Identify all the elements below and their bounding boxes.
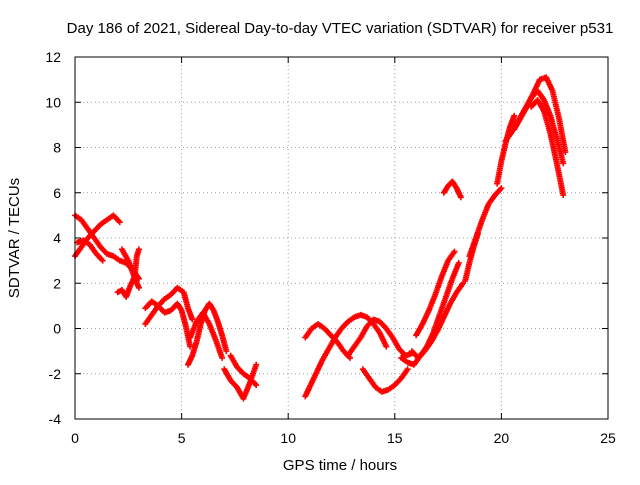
x-tick-label: 25	[600, 430, 616, 446]
series-sat-track-24	[511, 74, 569, 156]
data-point	[562, 149, 569, 156]
y-tick-label: 10	[45, 94, 61, 110]
series-sat-track-5	[114, 246, 142, 300]
series-sat-track-9	[187, 309, 226, 361]
y-tick-label: 6	[53, 185, 61, 201]
chart-title: Day 186 of 2021, Sidereal Day-to-day VTE…	[67, 20, 614, 37]
data-point	[135, 284, 142, 291]
y-tick-label: -2	[49, 366, 62, 382]
data-point	[99, 257, 106, 264]
data-point	[223, 348, 230, 355]
series-sat-track-6	[142, 284, 196, 327]
series-sat-track-21	[466, 185, 505, 260]
series-sat-track-11	[227, 352, 260, 389]
series-sat-track-12	[302, 311, 390, 400]
y-tick-label: 2	[53, 275, 61, 291]
y-tick-label: 0	[53, 321, 61, 337]
data-point	[457, 194, 464, 201]
data-point	[498, 185, 505, 192]
series-sat-track-25	[528, 96, 567, 199]
series-sat-track-13	[302, 320, 354, 361]
x-tick-label: 10	[280, 430, 296, 446]
y-tick-label: 8	[53, 140, 61, 156]
data-point	[511, 112, 518, 119]
data-point	[404, 366, 411, 373]
plot-frame	[74, 56, 609, 420]
y-tick-label: 4	[53, 230, 61, 246]
data-layer	[72, 74, 569, 402]
tick-layer: 0 5 10 15 20 25 -4 -2 0 2 4 6 8 10 12	[45, 49, 616, 446]
data-point	[560, 160, 567, 167]
data-point	[135, 246, 142, 253]
data-point	[189, 316, 196, 323]
x-tick-label: 15	[387, 430, 403, 446]
x-tick-label: 0	[71, 430, 79, 446]
data-point	[116, 219, 123, 226]
data-point	[253, 382, 260, 389]
data-point	[253, 361, 260, 368]
series-sat-track-15	[359, 366, 411, 395]
data-point	[451, 248, 458, 255]
data-point	[455, 259, 462, 266]
x-tick-label: 20	[494, 430, 510, 446]
series-sat-track-2	[72, 212, 123, 260]
series-sat-track-19	[440, 178, 464, 201]
data-point	[560, 192, 567, 199]
series-sat-track-3	[74, 237, 106, 264]
y-tick-label: -4	[49, 411, 62, 427]
series-sat-track-18	[413, 248, 458, 339]
y-axis-title: SDTVAR / TECUs	[6, 178, 23, 298]
data-point	[383, 343, 390, 350]
series-sat-track-7	[142, 298, 194, 350]
y-tick-label: 12	[45, 49, 61, 65]
data-point	[219, 354, 226, 361]
grid-layer	[75, 57, 608, 419]
x-tick-label: 5	[178, 430, 186, 446]
x-axis-title: GPS time / hours	[283, 457, 397, 474]
